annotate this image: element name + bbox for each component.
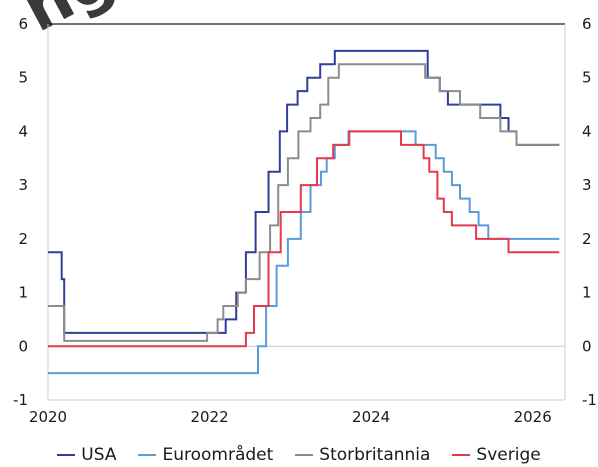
y-tick-label-left: 0: [18, 337, 28, 355]
y-tick-label-right: 1: [582, 284, 592, 302]
series-lines: [48, 49, 560, 375]
legend-swatch: [452, 454, 471, 456]
legend-swatch: [295, 454, 314, 456]
legend-label: Storbritannia: [319, 445, 431, 465]
axes: [47, 23, 566, 401]
y-tick-label-left: 3: [18, 176, 28, 194]
y-tick-label-right: 0: [582, 337, 592, 355]
legend-item: Sverige: [452, 445, 541, 465]
y-tick-label-left: 2: [18, 230, 28, 248]
y-tick-label-right: 6: [582, 15, 592, 33]
y-tick-label-right: 4: [582, 122, 592, 140]
y-tick-label-left: 5: [18, 69, 28, 87]
y-tick-label-right: 3: [582, 176, 592, 194]
legend-label: Sverige: [476, 445, 541, 465]
series-line-usa: [48, 49, 560, 334]
y-tick-label-left: 4: [18, 122, 28, 140]
tick-labels: -1 -1 0 0 1 1 2 2 3 3 4 4 5 5 6 6 2020 2022 2024 2026: [13, 15, 597, 426]
x-tick-label: 2020: [29, 408, 67, 426]
y-tick-label-right: 2: [582, 230, 592, 248]
series-line-euroområdet: [48, 130, 560, 375]
legend-item: USA: [57, 445, 116, 465]
y-tick-label-right: -1: [582, 391, 597, 409]
y-tick-label-left: -1: [13, 391, 28, 409]
x-tick-label: 2024: [352, 408, 390, 426]
x-tick-label: 2022: [190, 408, 228, 426]
series-line-storbritannia: [48, 63, 560, 342]
legend-swatch: [57, 454, 76, 456]
y-tick-label-left: 6: [18, 15, 28, 33]
legend-swatch: [138, 454, 157, 456]
y-tick-label-right: 5: [582, 69, 592, 87]
y-tick-label-left: 1: [18, 284, 28, 302]
legend-item: Euroområdet: [138, 445, 273, 465]
legend-label: USA: [81, 445, 117, 465]
legend-label: Euroområdet: [162, 445, 274, 465]
series-line-sverige: [48, 130, 560, 348]
legend: USA Euroområdet Storbritannia Sverige: [0, 443, 598, 467]
legend-item: Storbritannia: [295, 445, 430, 465]
x-tick-label: 2026: [514, 408, 552, 426]
